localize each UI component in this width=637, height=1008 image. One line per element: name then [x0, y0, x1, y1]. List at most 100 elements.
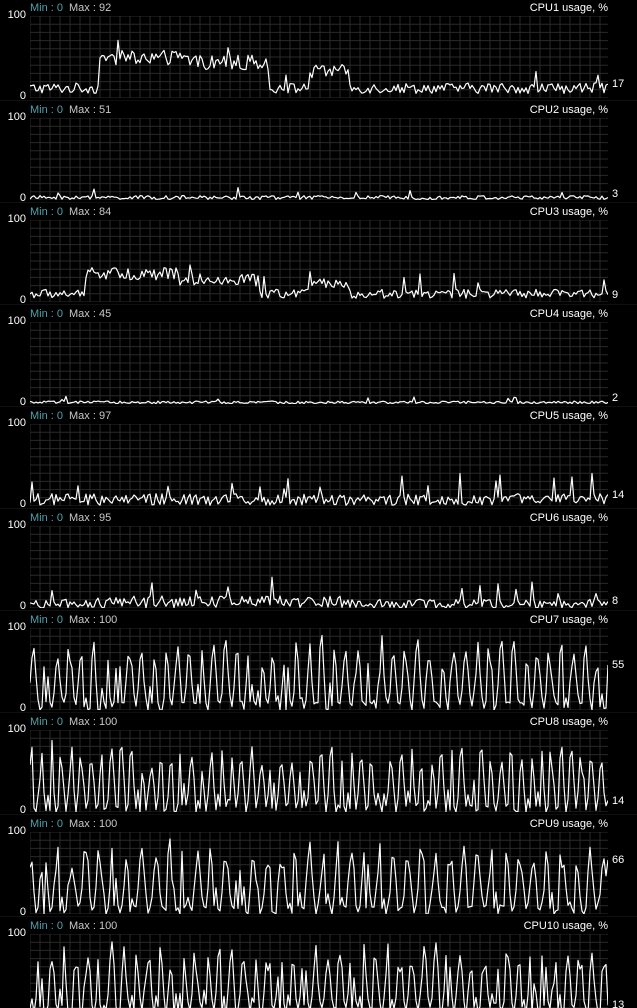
min-label: Min : 0 [30, 716, 64, 728]
max-label: Max : 45 [69, 308, 112, 320]
usage-trace [30, 187, 608, 200]
usage-trace [30, 39, 608, 94]
max-label: Max : 100 [69, 716, 118, 728]
graph-grid [30, 118, 608, 200]
usage-trace [30, 576, 608, 608]
usage-plot [30, 730, 608, 812]
min-label: Min : 0 [30, 104, 64, 116]
panel-separator [0, 610, 637, 611]
min-label: Min : 0 [30, 614, 64, 626]
usage-plot [30, 118, 608, 200]
y-axis-max-label: 100 [7, 9, 26, 21]
cpu-graph-panel: Min : 0 Max : 92 CPU1 usage, % 100 0 17 [0, 0, 637, 102]
graph-title: CPU7 usage, % [529, 614, 608, 626]
graph-grid [30, 832, 608, 914]
y-axis-min-label: 0 [19, 702, 26, 714]
usage-plot [30, 832, 608, 914]
y-axis-min-label: 0 [19, 90, 26, 102]
y-axis-min-label: 0 [19, 498, 26, 510]
current-value: 9 [612, 288, 619, 301]
graph-title: CPU6 usage, % [529, 512, 608, 524]
panel-separator [0, 814, 637, 815]
y-axis-max-label: 100 [7, 519, 26, 531]
max-label: Max : 51 [69, 104, 112, 116]
min-label: Min : 0 [30, 512, 64, 524]
usage-plot [30, 526, 608, 608]
panel-separator [0, 712, 637, 713]
usage-plot [30, 220, 608, 302]
graph-grid [30, 526, 608, 608]
usage-plot [30, 16, 608, 98]
usage-trace [30, 472, 608, 506]
usage-trace [30, 941, 608, 1008]
usage-trace [30, 395, 608, 404]
graph-grid [30, 424, 608, 506]
max-label: Max : 95 [69, 512, 112, 524]
y-axis-max-label: 100 [7, 927, 26, 939]
y-axis-max-label: 100 [7, 213, 26, 225]
y-axis-min-label: 0 [19, 906, 26, 918]
graph-title: CPU4 usage, % [529, 308, 608, 320]
max-label: Max : 84 [69, 206, 112, 218]
graph-grid [30, 220, 608, 302]
panel-separator [0, 916, 637, 917]
graph-title: CPU9 usage, % [529, 818, 608, 830]
current-value: 13 [612, 999, 625, 1008]
usage-plot [30, 424, 608, 506]
graph-grid [30, 322, 608, 404]
panel-separator [0, 100, 637, 101]
min-label: Min : 0 [30, 920, 64, 932]
cpu-graph-panel: Min : 0 Max : 100 CPU9 usage, % 100 0 66 [0, 814, 637, 918]
min-label: Min : 0 [30, 308, 64, 320]
current-value: 14 [612, 794, 625, 807]
current-value: 55 [612, 658, 625, 671]
cpu-graph-panel: Min : 0 Max : 45 CPU4 usage, % 100 0 2 [0, 304, 637, 408]
cpu-graph-panel: Min : 0 Max : 100 CPU8 usage, % 100 0 14 [0, 712, 637, 816]
usage-trace [30, 634, 608, 710]
usage-trace [30, 739, 608, 812]
y-axis-max-label: 100 [7, 315, 26, 327]
min-label: Min : 0 [30, 2, 64, 14]
y-axis-min-label: 0 [19, 600, 26, 612]
max-label: Max : 100 [69, 614, 118, 626]
y-axis-min-label: 0 [19, 294, 26, 306]
graph-title: CPU2 usage, % [529, 104, 608, 116]
cpu-graph-panel: Min : 0 Max : 51 CPU2 usage, % 100 0 3 [0, 100, 637, 204]
current-value: 8 [612, 595, 619, 608]
y-axis-min-label: 0 [19, 804, 26, 816]
current-value: 14 [612, 488, 625, 501]
graph-title: CPU10 usage, % [523, 920, 608, 932]
graph-title: CPU3 usage, % [529, 206, 608, 218]
y-axis-max-label: 100 [7, 723, 26, 735]
min-label: Min : 0 [30, 818, 64, 830]
graph-grid [30, 16, 608, 98]
usage-plot [30, 322, 608, 404]
max-label: Max : 92 [69, 2, 112, 14]
panel-separator [0, 508, 637, 509]
max-label: Max : 100 [69, 920, 118, 932]
y-axis-min-label: 0 [19, 396, 26, 408]
panel-separator [0, 406, 637, 407]
cpu-graph-panel: Min : 0 Max : 84 CPU3 usage, % 100 0 9 [0, 202, 637, 306]
usage-trace [30, 838, 608, 914]
usage-plot [30, 628, 608, 710]
y-axis-max-label: 100 [7, 621, 26, 633]
panel-separator [0, 304, 637, 305]
current-value: 3 [612, 188, 619, 200]
cpu-graph-panel: Min : 0 Max : 100 CPU7 usage, % 100 0 55 [0, 610, 637, 714]
min-label: Min : 0 [30, 410, 64, 422]
y-axis-min-label: 0 [19, 192, 26, 204]
graph-title: CPU8 usage, % [529, 716, 608, 728]
y-axis-max-label: 100 [7, 111, 26, 123]
cpu-graph-panel: Min : 0 Max : 95 CPU6 usage, % 100 0 8 [0, 508, 637, 612]
panel-separator [0, 202, 637, 203]
y-axis-max-label: 100 [7, 417, 26, 429]
usage-plot [30, 934, 608, 1008]
current-value: 66 [612, 853, 625, 866]
graph-title: CPU5 usage, % [529, 410, 608, 422]
usage-trace [30, 264, 608, 299]
current-value: 2 [612, 392, 619, 404]
min-label: Min : 0 [30, 206, 64, 218]
